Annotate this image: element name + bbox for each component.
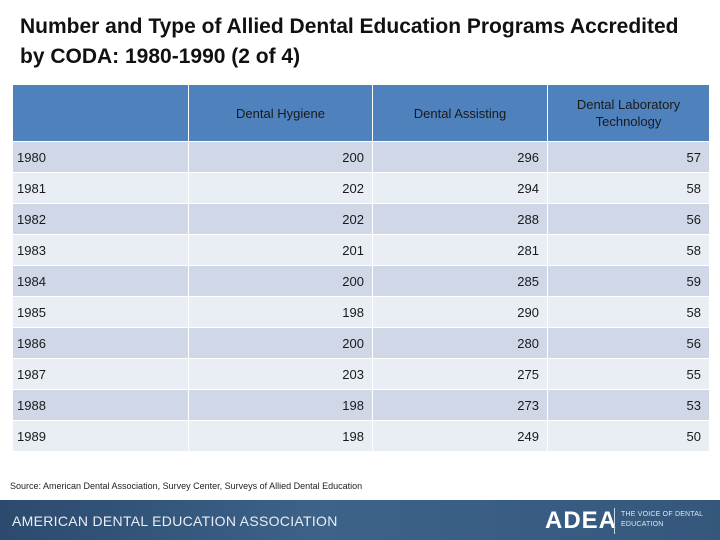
dental-assisting-cell: 281: [372, 234, 548, 266]
dental-assisting-cell: 280: [372, 327, 548, 359]
dental-hygiene-cell: 202: [188, 172, 373, 204]
dental-hygiene-cell: 203: [188, 358, 373, 390]
programs-table: Dental Hygiene Dental Assisting Dental L…: [12, 84, 710, 452]
dental-lab-cell: 50: [547, 420, 710, 452]
dental-assisting-cell: 294: [372, 172, 548, 204]
logo-divider: [614, 508, 615, 534]
dental-hygiene-cell: 198: [188, 420, 373, 452]
organization-name: AMERICAN DENTAL EDUCATION ASSOCIATION: [12, 513, 338, 529]
table-row: 1985 198 290 58: [12, 296, 710, 328]
slide-title: Number and Type of Allied Dental Educati…: [20, 15, 679, 68]
dental-hygiene-cell: 201: [188, 234, 373, 266]
dental-lab-cell: 58: [547, 234, 710, 266]
dental-lab-cell: 56: [547, 203, 710, 235]
dental-lab-cell: 59: [547, 265, 710, 297]
dental-assisting-cell: 273: [372, 389, 548, 421]
dental-lab-cell: 57: [547, 141, 710, 173]
dental-hygiene-cell: 200: [188, 141, 373, 173]
table-row: 1982 202 288 56: [12, 203, 710, 235]
adea-logo: ADEA: [545, 507, 618, 534]
year-cell: 1987: [12, 358, 189, 390]
dental-assisting-cell: 275: [372, 358, 548, 390]
dental-lab-cell: 58: [547, 172, 710, 204]
dental-lab-cell: 53: [547, 389, 710, 421]
year-cell: 1986: [12, 327, 189, 359]
dental-lab-cell: 58: [547, 296, 710, 328]
year-cell: 1989: [12, 420, 189, 452]
dental-assisting-cell: 285: [372, 265, 548, 297]
year-cell: 1985: [12, 296, 189, 328]
table-row: 1989 198 249 50: [12, 420, 710, 452]
year-cell: 1983: [12, 234, 189, 266]
footer-band: AMERICAN DENTAL EDUCATION ASSOCIATION AD…: [0, 500, 720, 540]
dental-lab-cell: 56: [547, 327, 710, 359]
dental-assisting-cell: 296: [372, 141, 548, 173]
table-row: 1988 198 273 53: [12, 389, 710, 421]
dental-assisting-cell: 290: [372, 296, 548, 328]
year-cell: 1982: [12, 203, 189, 235]
dental-hygiene-cell: 202: [188, 203, 373, 235]
table-row: 1983 201 281 58: [12, 234, 710, 266]
table-header: Dental Hygiene Dental Assisting Dental L…: [12, 84, 710, 142]
dental-assisting-cell: 249: [372, 420, 548, 452]
dental-hygiene-cell: 200: [188, 265, 373, 297]
year-cell: 1988: [12, 389, 189, 421]
table-row: 1980 200 296 57: [12, 141, 710, 173]
table-header-row: Dental Hygiene Dental Assisting Dental L…: [12, 84, 710, 142]
logo-tagline: THE VOICE OF DENTAL EDUCATION: [621, 511, 703, 528]
dental-hygiene-cell: 198: [188, 296, 373, 328]
dental-hygiene-cell: 198: [188, 389, 373, 421]
table-row: 1984 200 285 59: [12, 265, 710, 297]
dental-lab-cell: 55: [547, 358, 710, 390]
dental-assisting-cell: 288: [372, 203, 548, 235]
programs-table-container: Dental Hygiene Dental Assisting Dental L…: [12, 84, 710, 452]
header-cell-dental-lab-technology: Dental Laboratory Technology: [547, 84, 710, 142]
table-row: 1981 202 294 58: [12, 172, 710, 204]
source-note: Source: American Dental Association, Sur…: [10, 481, 363, 491]
header-cell-dental-hygiene: Dental Hygiene: [188, 84, 373, 142]
dental-hygiene-cell: 200: [188, 327, 373, 359]
year-cell: 1980: [12, 141, 189, 173]
header-cell-year: [12, 84, 189, 142]
table-row: 1987 203 275 55: [12, 358, 710, 390]
table-body: 1980 200 296 57 1981 202 294 58 1982 202…: [12, 141, 710, 452]
header-cell-dental-assisting: Dental Assisting: [372, 84, 548, 142]
year-cell: 1981: [12, 172, 189, 204]
table-row: 1986 200 280 56: [12, 327, 710, 359]
year-cell: 1984: [12, 265, 189, 297]
